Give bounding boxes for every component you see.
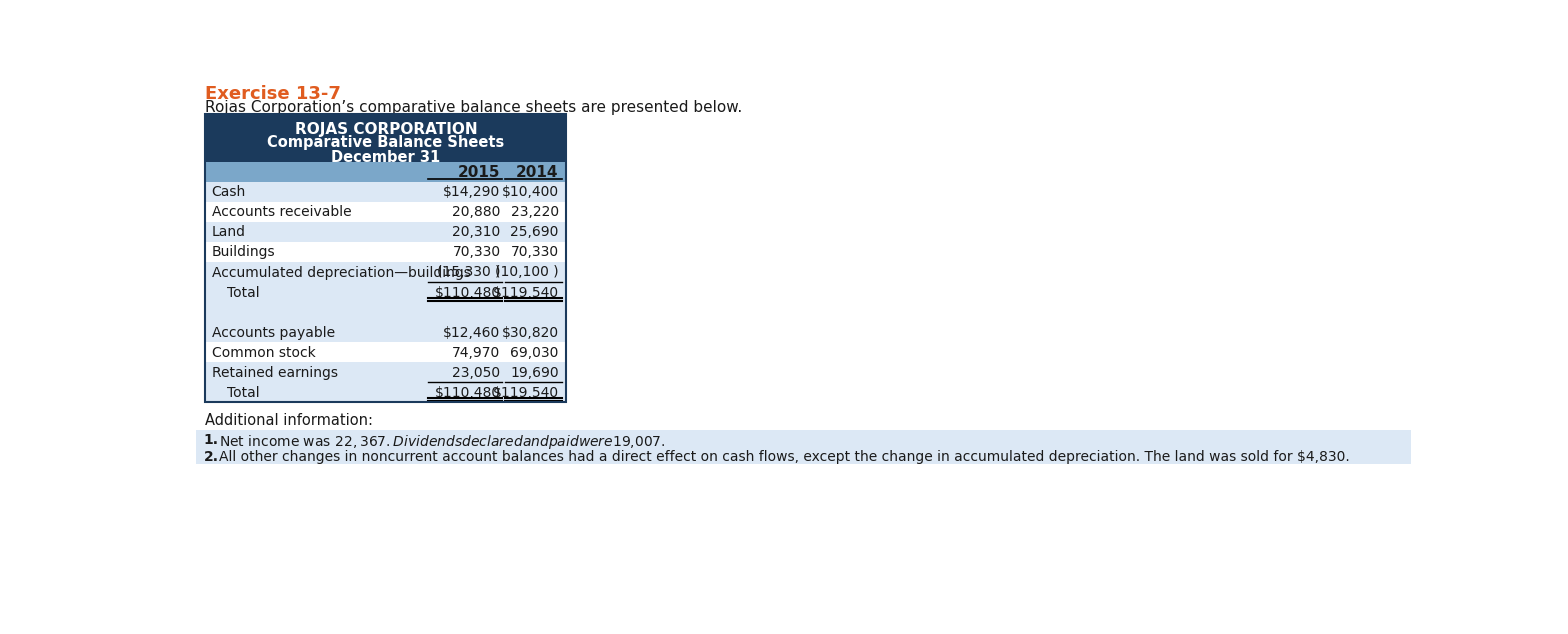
Text: 69,030: 69,030 [510,346,558,359]
Text: 74,970: 74,970 [452,346,500,359]
Text: All other changes in noncurrent account balances had a direct effect on cash flo: All other changes in noncurrent account … [220,450,1350,464]
Text: $119,540: $119,540 [492,385,558,399]
Text: Accumulated depreciation—buildings: Accumulated depreciation—buildings [212,266,470,280]
Bar [205,362,566,382]
Text: Exercise 13-7: Exercise 13-7 [205,86,342,103]
Bar [205,342,566,362]
Text: Total: Total [227,385,260,399]
Text: Total: Total [227,285,260,299]
Text: 23,220: 23,220 [511,205,558,219]
Text: $12,460: $12,460 [444,326,500,340]
Text: 25,690: 25,690 [510,226,558,240]
Text: (10,100 ): (10,100 ) [495,266,558,280]
Bar [205,181,566,202]
Text: Land: Land [212,226,246,240]
Bar [205,382,566,402]
Text: 2.: 2. [204,450,220,464]
Bar [205,222,566,242]
Bar [205,202,566,222]
Text: $30,820: $30,820 [502,326,558,340]
Text: Rojas Corporation’s comparative balance sheets are presented below.: Rojas Corporation’s comparative balance … [205,100,743,115]
Bar [205,242,566,262]
Text: $110,480: $110,480 [434,385,500,399]
Bar [205,321,566,342]
Text: (15,330 ): (15,330 ) [437,266,500,280]
Bar [205,114,566,402]
Text: $110,480: $110,480 [434,285,500,299]
Bar [205,114,566,162]
Text: 1.: 1. [204,434,220,448]
Bar [196,430,1411,464]
Bar [205,162,566,181]
Text: 2014: 2014 [516,165,558,179]
Text: 70,330: 70,330 [453,245,500,259]
Text: 20,310: 20,310 [452,226,500,240]
Bar [205,302,566,321]
Text: Accounts payable: Accounts payable [212,326,334,340]
Text: Cash: Cash [212,185,246,200]
Text: Accounts receivable: Accounts receivable [212,205,351,219]
Text: 70,330: 70,330 [511,245,558,259]
Text: $119,540: $119,540 [492,285,558,299]
Text: December 31: December 31 [331,150,441,165]
Text: Buildings: Buildings [212,245,274,259]
Text: Common stock: Common stock [212,346,315,359]
Text: 23,050: 23,050 [453,366,500,380]
Text: Net income was $22,367. Dividends declared and paid were $19,007.: Net income was $22,367. Dividends declar… [220,434,666,451]
Text: $14,290: $14,290 [444,185,500,200]
Text: 2015: 2015 [458,165,500,179]
Text: 20,880: 20,880 [452,205,500,219]
Text: Retained earnings: Retained earnings [212,366,337,380]
Bar [205,262,566,281]
Text: 19,690: 19,690 [510,366,558,380]
Text: $10,400: $10,400 [502,185,558,200]
Text: ROJAS CORPORATION: ROJAS CORPORATION [295,122,477,136]
Text: Additional information:: Additional information: [205,413,373,429]
Text: Comparative Balance Sheets: Comparative Balance Sheets [267,136,505,150]
Bar [205,281,566,302]
